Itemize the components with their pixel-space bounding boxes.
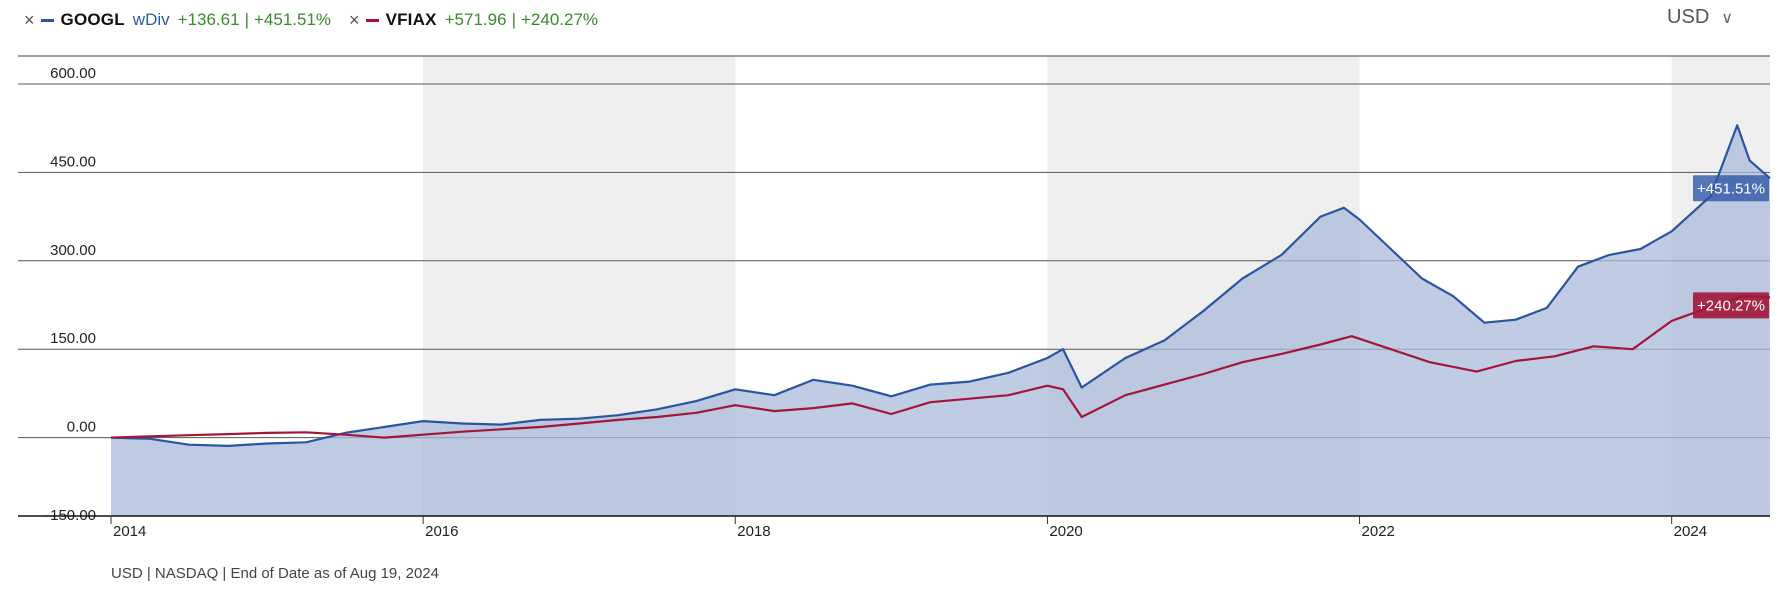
legend-separator: | xyxy=(244,10,249,29)
chart-footnote: USD | NASDAQ | End of Date as of Aug 19,… xyxy=(111,565,439,582)
x-tick-label: 2014 xyxy=(113,523,146,540)
end-value-label-vfiax: +240.27% xyxy=(1697,297,1765,314)
googl-line-swatch xyxy=(40,18,54,22)
end-value-tag-vfiax xyxy=(1693,292,1769,319)
y-tick-label: 600.00 xyxy=(50,65,96,82)
area-fill-googl xyxy=(111,125,1770,517)
y-tick-label: 300.00 xyxy=(50,242,96,259)
googl-symbol: GOOGL xyxy=(60,10,125,29)
googl-pct: +451.51% xyxy=(254,10,332,29)
remove-googl-icon[interactable]: × xyxy=(24,9,35,30)
vfiax-pct: +240.27% xyxy=(520,10,599,29)
chevron-down-icon: ∨ xyxy=(1721,9,1733,27)
x-tick-label: 2020 xyxy=(1049,523,1082,540)
legend-item-vfiax[interactable]: × VFIAX +571.96 | +240.27% xyxy=(349,10,598,31)
legend-item-googl[interactable]: × GOOGL wDiv +136.61 | +451.51% xyxy=(24,10,331,31)
currency-label: USD xyxy=(1667,6,1710,28)
currency-selector[interactable]: USD ∨ xyxy=(1667,6,1733,29)
series-line-googl xyxy=(110,124,1771,447)
end-value-label-googl: +451.51% xyxy=(1697,180,1765,197)
x-tick-label: 2024 xyxy=(1674,523,1707,540)
vfiax-change: +571.96 xyxy=(444,10,507,29)
vfiax-symbol: VFIAX xyxy=(385,10,437,29)
series-line-vfiax xyxy=(110,295,1771,439)
end-value-tag-googl xyxy=(1693,175,1769,202)
x-tick-label: 2016 xyxy=(425,523,458,540)
googl-change: +136.61 xyxy=(177,10,240,29)
x-tick-label: 2022 xyxy=(1362,523,1395,540)
vfiax-line-swatch xyxy=(365,18,379,22)
legend-separator: | xyxy=(511,10,516,29)
remove-vfiax-icon[interactable]: × xyxy=(349,9,360,30)
y-tick-label: 450.00 xyxy=(50,153,96,170)
chart-legend: × GOOGL wDiv +136.61 | +451.51% × VFIAX … xyxy=(24,8,616,32)
x-tick-label: 2018 xyxy=(737,523,770,540)
googl-wdiv-tag: wDiv xyxy=(132,10,170,29)
y-tick-label: 0.00 xyxy=(67,419,96,436)
y-tick-label: 150.00 xyxy=(50,330,96,347)
